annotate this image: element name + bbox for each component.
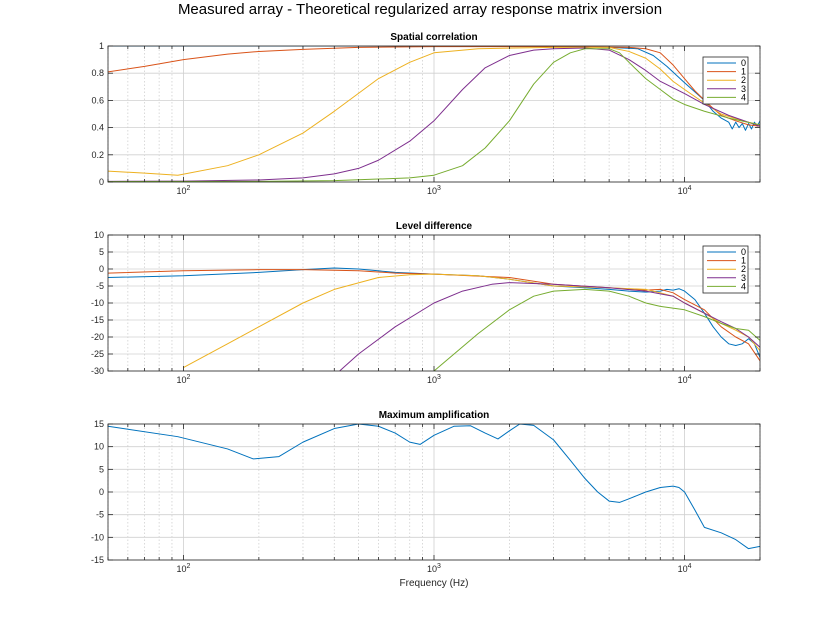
x-tick-base: 10	[176, 375, 186, 385]
y-tick-label: 0.2	[91, 150, 104, 160]
y-tick-label: -15	[91, 315, 104, 325]
x-tick-label: 102	[176, 563, 190, 574]
legend-label-0: 0	[741, 58, 746, 68]
x-tick-exponent: 4	[688, 374, 692, 381]
y-tick-label: -5	[96, 510, 104, 520]
y-tick-label: 10	[94, 230, 104, 240]
x-tick-base: 10	[678, 564, 688, 574]
x-tick-base: 10	[427, 564, 437, 574]
legend-label-3: 3	[741, 84, 746, 94]
x-tick-base: 10	[176, 564, 186, 574]
legend-label-4: 4	[741, 92, 746, 102]
figure-title: Measured array - Theoretical regularized…	[178, 1, 662, 18]
x-tick-base: 10	[427, 375, 437, 385]
subplot-title: Spatial correlation	[390, 32, 477, 43]
legend-label-2: 2	[741, 75, 746, 85]
y-tick-label: 15	[94, 419, 104, 429]
x-tick-base: 10	[678, 375, 688, 385]
subplot-title: Maximum amplification	[379, 410, 490, 421]
x-tick-exponent: 2	[186, 563, 190, 570]
x-tick-exponent: 4	[688, 563, 692, 570]
legend-label-2: 2	[741, 264, 746, 274]
x-tick-label: 103	[427, 563, 441, 574]
x-tick-label: 104	[678, 374, 692, 385]
x-tick-exponent: 2	[186, 374, 190, 381]
legend-label-4: 4	[741, 281, 746, 291]
subplot-title: Level difference	[396, 221, 473, 232]
y-tick-label: 0	[99, 264, 104, 274]
legend-label-3: 3	[741, 273, 746, 283]
series-line-1	[108, 46, 760, 127]
x-tick-label: 102	[176, 374, 190, 385]
x-tick-exponent: 3	[437, 185, 441, 192]
x-tick-exponent: 4	[688, 185, 692, 192]
y-tick-label: 5	[99, 247, 104, 257]
x-tick-base: 10	[176, 186, 186, 196]
y-tick-label: 0.4	[91, 123, 104, 133]
series-line-4	[108, 48, 760, 182]
y-tick-label: 0	[99, 177, 104, 187]
legend-label-1: 1	[741, 67, 746, 77]
x-tick-label: 104	[678, 563, 692, 574]
x-tick-base: 10	[427, 186, 437, 196]
y-tick-label: 0.6	[91, 95, 104, 105]
x-tick-exponent: 2	[186, 185, 190, 192]
series-line-2	[183, 273, 760, 369]
y-tick-label: 5	[99, 464, 104, 474]
x-tick-base: 10	[678, 186, 688, 196]
series-line-3	[108, 47, 760, 182]
y-tick-label: 1	[99, 41, 104, 51]
y-tick-label: -5	[96, 281, 104, 291]
y-tick-label: -10	[91, 298, 104, 308]
x-tick-label: 102	[176, 185, 190, 196]
series-line-4	[433, 288, 760, 371]
series-line-3	[339, 282, 760, 371]
x-tick-exponent: 3	[437, 563, 441, 570]
x-tick-label: 103	[427, 185, 441, 196]
y-tick-label: 0	[99, 487, 104, 497]
series-line-2	[108, 46, 760, 176]
y-tick-label: -20	[91, 332, 104, 342]
series-line-max	[108, 424, 760, 550]
y-tick-label: -25	[91, 349, 104, 359]
legend-label-0: 0	[741, 247, 746, 257]
legend-label-1: 1	[741, 256, 746, 266]
x-tick-exponent: 3	[437, 374, 441, 381]
y-tick-label: -10	[91, 532, 104, 542]
x-tick-label: 103	[427, 374, 441, 385]
y-tick-label: 10	[94, 442, 104, 452]
x-axis-label: Frequency (Hz)	[400, 578, 469, 589]
y-tick-label: -30	[91, 366, 104, 376]
x-tick-label: 104	[678, 185, 692, 196]
y-tick-label: 0.8	[91, 68, 104, 78]
y-tick-label: -15	[91, 555, 104, 565]
